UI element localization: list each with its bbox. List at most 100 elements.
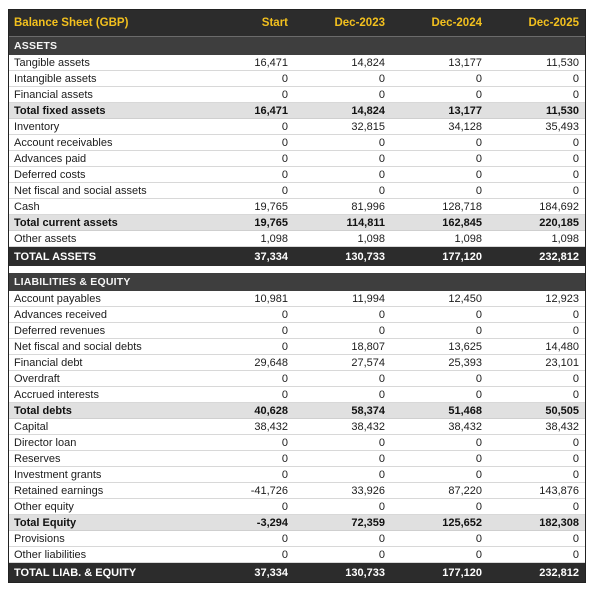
column-header-dec-2024: Dec-2024 — [431, 17, 482, 29]
table-row: Director loan 0 0 0 0 — [9, 435, 585, 451]
row-label: Financial debt — [14, 356, 83, 369]
row-value: 11,530 — [545, 104, 579, 117]
row-value: 0 — [475, 136, 482, 149]
row-value: 0 — [378, 324, 385, 337]
column-header-dec-2023: Dec-2023 — [334, 17, 385, 29]
row-label: Account payables — [14, 292, 101, 305]
row-value: 38,432 — [545, 420, 579, 433]
row-value: 87,220 — [448, 484, 482, 497]
row-value: 0 — [378, 548, 385, 561]
row-value: 0 — [572, 548, 579, 561]
row-value: 0 — [378, 532, 385, 545]
row-value: 0 — [378, 136, 385, 149]
row-value: 232,812 — [539, 566, 579, 579]
row-value: 0 — [572, 468, 579, 481]
row-label: Total current assets — [14, 216, 118, 229]
row-value: 0 — [572, 136, 579, 149]
table-row: Provisions 0 0 0 0 — [9, 531, 585, 547]
row-value: 23,101 — [545, 356, 579, 369]
row-value: 0 — [475, 168, 482, 181]
row-value: 0 — [281, 388, 288, 401]
row-value: 13,625 — [448, 340, 482, 353]
row-label: Total fixed assets — [14, 104, 106, 117]
table-row: Tangible assets 16,471 14,824 13,177 11,530 — [9, 55, 585, 71]
row-value: 25,393 — [448, 356, 482, 369]
row-value: 16,471 — [254, 104, 288, 117]
row-value: 19,765 — [254, 200, 288, 213]
row-label: Financial assets — [14, 88, 93, 101]
row-value: 0 — [281, 500, 288, 513]
row-value: 0 — [281, 436, 288, 449]
row-value: 0 — [378, 468, 385, 481]
table-row: Financial assets 0 0 0 0 — [9, 87, 585, 103]
row-value: 0 — [378, 152, 385, 165]
subtotal-row: Total current assets 19,765 114,811 162,845… — [9, 215, 585, 231]
row-label: Accrued interests — [14, 388, 99, 401]
row-value: 33,926 — [351, 484, 385, 497]
table-row: Other equity 0 0 0 0 — [9, 499, 585, 515]
row-value: 0 — [572, 72, 579, 85]
row-value: 0 — [281, 452, 288, 465]
table-row: Overdraft 0 0 0 0 — [9, 371, 585, 387]
row-value: 0 — [572, 184, 579, 197]
subtotal-row: Total fixed assets 16,471 14,824 13,177 11,5… — [9, 103, 585, 119]
row-value: -3,294 — [256, 516, 288, 529]
row-value: 0 — [475, 388, 482, 401]
row-value: 14,824 — [351, 56, 385, 69]
grand-total-row: TOTAL ASSETS 37,334 130,733 177,120 232,812 — [9, 247, 585, 266]
row-value: 177,120 — [442, 250, 482, 263]
row-value: 16,471 — [254, 56, 288, 69]
row-value: 0 — [281, 340, 288, 353]
table-row: Account receivables 0 0 0 0 — [9, 135, 585, 151]
row-value: 0 — [281, 152, 288, 165]
row-value: 0 — [475, 88, 482, 101]
row-value: 38,432 — [448, 420, 482, 433]
row-value: 29,648 — [254, 356, 288, 369]
row-label: Deferred revenues — [14, 324, 106, 337]
row-value: 11,530 — [546, 56, 579, 69]
row-value: 182,308 — [539, 516, 579, 529]
row-value: 0 — [378, 452, 385, 465]
row-label: Overdraft — [14, 372, 60, 385]
row-value: 0 — [572, 88, 579, 101]
row-label: Capital — [14, 420, 49, 433]
row-value: 0 — [475, 72, 482, 85]
row-value: 0 — [475, 372, 482, 385]
row-value: 0 — [572, 308, 579, 321]
table-row: Advances received 0 0 0 0 — [9, 307, 585, 323]
row-label: Intangible assets — [14, 72, 97, 85]
row-value: 0 — [572, 152, 579, 165]
row-label: Provisions — [14, 532, 65, 545]
table-row: Account payables 10,981 11,994 12,450 12,923 — [9, 291, 585, 307]
row-value: 128,718 — [442, 200, 482, 213]
row-value: 0 — [281, 308, 288, 321]
row-label: Reserves — [14, 452, 61, 465]
row-value: 0 — [281, 72, 288, 85]
row-label: Other liabilities — [14, 548, 87, 561]
row-label: Other equity — [14, 500, 74, 513]
row-value: 1,098 — [551, 232, 579, 245]
row-value: 12,450 — [448, 292, 482, 305]
row-value: 37,334 — [254, 566, 288, 579]
row-value: 11,994 — [352, 292, 385, 305]
table-row: Other liabilities 0 0 0 0 — [9, 547, 585, 563]
row-value: 0 — [475, 548, 482, 561]
row-value: 58,374 — [351, 404, 385, 417]
row-label: ASSETS — [14, 40, 58, 52]
row-label: Inventory — [14, 120, 60, 133]
row-value: 162,845 — [442, 216, 482, 229]
row-value: 0 — [281, 372, 288, 385]
row-label: Director loan — [14, 436, 77, 449]
row-value: 0 — [378, 88, 385, 101]
row-value: 0 — [475, 500, 482, 513]
table-row: Capital 38,432 38,432 38,432 38,432 — [9, 419, 585, 435]
row-value: 0 — [475, 152, 482, 165]
table-row: Retained earnings -41,726 33,926 87,220 143,… — [9, 483, 585, 499]
table-row: Cash 19,765 81,996 128,718 184,692 — [9, 199, 585, 215]
row-label: Total Equity — [14, 516, 77, 529]
row-value: 14,480 — [545, 340, 579, 353]
row-value: 34,128 — [448, 120, 482, 133]
row-value: 0 — [281, 120, 288, 133]
row-value: 35,493 — [545, 120, 579, 133]
row-value: 0 — [572, 168, 579, 181]
